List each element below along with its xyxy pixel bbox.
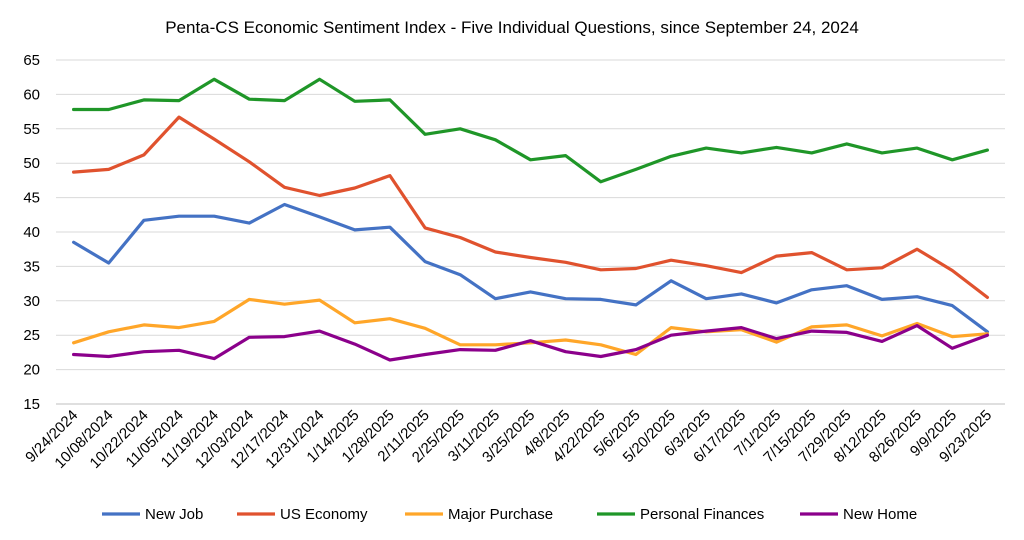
legend-label: Personal Finances xyxy=(640,506,764,523)
x-axis-ticks: 9/24/202410/08/202410/22/202411/05/20241… xyxy=(22,407,995,472)
series-line-new-home xyxy=(71,324,990,362)
legend: New Job US Economy Major Purchase Personal … xyxy=(102,506,917,523)
y-tick-label: 65 xyxy=(23,52,40,69)
legend-label: New Job xyxy=(145,506,203,523)
y-tick-label: 60 xyxy=(23,86,40,103)
y-tick-label: 50 xyxy=(23,155,40,172)
chart-title: Penta-CS Economic Sentiment Index - Five… xyxy=(165,18,859,37)
series-line-major-purchase xyxy=(71,297,990,357)
series-lines xyxy=(71,77,990,362)
series-line-us-economy xyxy=(71,115,990,299)
legend-label: Major Purchase xyxy=(448,506,553,523)
y-tick-label: 25 xyxy=(23,327,40,344)
y-tick-label: 30 xyxy=(23,293,40,310)
y-tick-label: 15 xyxy=(23,396,40,413)
legend-label: New Home xyxy=(843,506,917,523)
legend-label: US Economy xyxy=(280,506,368,523)
y-axis-ticks: 15 20 25 30 35 40 45 50 55 60 65 xyxy=(23,52,40,413)
y-tick-label: 20 xyxy=(23,362,40,379)
y-tick-label: 55 xyxy=(23,121,40,138)
y-tick-label: 40 xyxy=(23,224,40,241)
gridlines xyxy=(56,59,1005,405)
y-tick-label: 45 xyxy=(23,190,40,207)
series-line-personal-finances xyxy=(71,77,990,184)
series-line-new-job xyxy=(71,202,990,334)
y-tick-label: 35 xyxy=(23,258,40,275)
